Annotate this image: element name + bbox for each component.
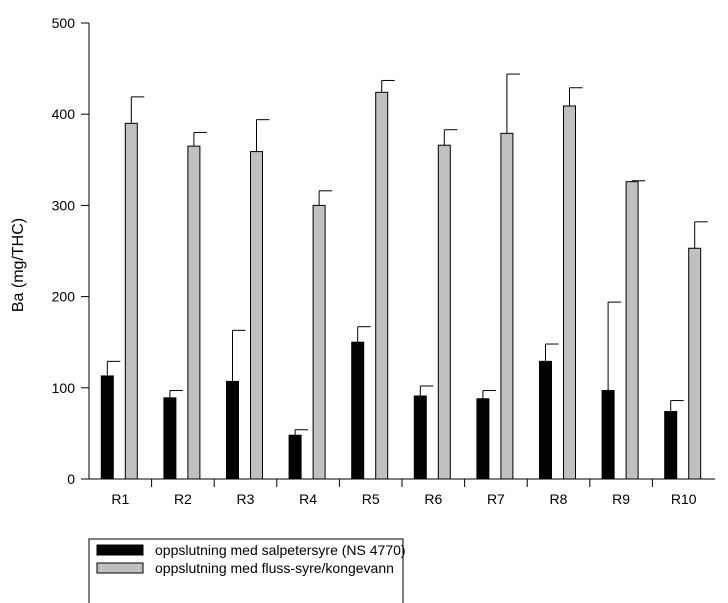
x-tick-label: R9 xyxy=(612,491,630,507)
y-axis-title: Ba (mg/THC) xyxy=(10,218,27,312)
x-tick-label: R4 xyxy=(299,491,317,507)
bar-fluss-syre-R4 xyxy=(312,204,326,480)
error-bars-layer xyxy=(106,73,708,436)
bar-salpetersyre-R8 xyxy=(539,360,552,480)
x-tick-label: R7 xyxy=(487,491,505,507)
y-tick-label: 100 xyxy=(52,380,76,396)
legend: oppslutning med salpetersyre (NS 4770) o… xyxy=(88,538,406,603)
x-tick-label: R10 xyxy=(671,491,697,507)
legend-swatch-fluss-syre xyxy=(96,562,144,574)
legend-label-salpetersyre: oppslutning med salpetersyre (NS 4770) xyxy=(155,542,406,558)
bar-salpetersyre-R4 xyxy=(288,434,302,480)
bar-salpetersyre-R3 xyxy=(226,380,239,480)
bar-fluss-syre-R10 xyxy=(688,247,702,480)
y-tick-label: 0 xyxy=(67,471,75,487)
x-ticks: R1 R2 R3 R4 R5 R6 R7 R8 R9 R10 xyxy=(111,479,697,507)
x-tick-label: R5 xyxy=(362,491,380,507)
x-tick-label: R3 xyxy=(237,491,255,507)
bar-fluss-syre-R5 xyxy=(375,91,389,480)
bar-salpetersyre-R6 xyxy=(413,395,427,480)
y-tick-label: 500 xyxy=(52,15,76,31)
bars-layer xyxy=(100,91,702,480)
bar-fluss-syre-R9 xyxy=(625,181,639,480)
legend-label-fluss-syre: oppslutning med fluss-syre/kongevann xyxy=(155,560,394,576)
x-tick-label: R2 xyxy=(174,491,192,507)
y-tick-label: 200 xyxy=(52,289,76,305)
y-ticks: 0 100 200 300 400 500 xyxy=(52,15,89,487)
bar-fluss-syre-R8 xyxy=(563,105,576,480)
bar-fluss-syre-R6 xyxy=(437,144,451,480)
bar-salpetersyre-R2 xyxy=(163,397,177,480)
bar-salpetersyre-R10 xyxy=(664,411,678,480)
x-tick-label: R8 xyxy=(550,491,568,507)
bar-salpetersyre-R5 xyxy=(351,341,365,480)
legend-swatch-salpetersyre xyxy=(96,544,144,556)
axes-layer xyxy=(88,23,715,480)
bar-fluss-syre-R1 xyxy=(124,122,138,480)
bar-salpetersyre-R1 xyxy=(100,375,114,480)
bar-salpetersyre-R9 xyxy=(601,390,615,480)
y-tick-label: 400 xyxy=(52,106,76,122)
y-tick-label: 300 xyxy=(52,197,76,213)
x-tick-label: R6 xyxy=(424,491,442,507)
bar-fluss-syre-R7 xyxy=(500,132,514,480)
bar-fluss-syre-R2 xyxy=(187,145,201,480)
x-tick-label: R1 xyxy=(111,491,129,507)
bar-fluss-syre-R3 xyxy=(250,151,263,480)
bar-salpetersyre-R7 xyxy=(476,398,490,480)
